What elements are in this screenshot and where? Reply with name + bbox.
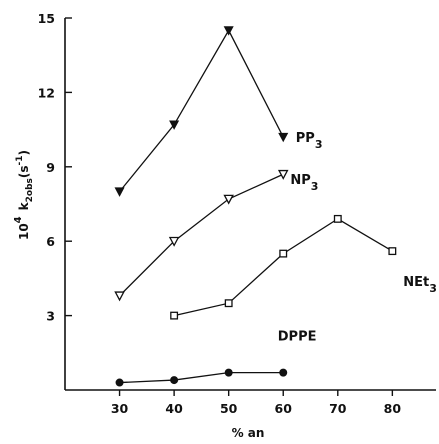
x-tick-label: 40 [165, 401, 183, 416]
series-label-subscript: 3 [429, 282, 437, 295]
y-axis-title-unit-exponent: -1 [15, 155, 25, 165]
data-point [279, 368, 288, 377]
series-label: PP3 [296, 131, 323, 151]
y-tick-label: 15 [38, 11, 55, 26]
y-axis-ticks: 3 6 9 12 15 [38, 11, 72, 324]
y-axis-title: 104 k2obs(s-1) [13, 150, 35, 240]
series-label: NEt3 [403, 275, 437, 295]
series-0 [114, 26, 289, 197]
series-label-name: PP [296, 131, 315, 146]
data-point [170, 376, 179, 385]
y-tick-label: 9 [46, 160, 55, 175]
data-point [224, 299, 233, 308]
series-3 [115, 368, 288, 387]
y-axis-title-prefix: 10 [17, 223, 31, 240]
data-point [333, 214, 342, 223]
plot-series [114, 26, 397, 387]
x-axis-ticks: 30 40 50 60 70 80 [111, 390, 401, 416]
series-line [119, 371, 284, 384]
axes [64, 18, 436, 391]
x-tick-label: 70 [329, 401, 347, 416]
data-point [169, 120, 180, 130]
y-axis-title-unit-open: (s [17, 165, 31, 178]
x-tick-label: 30 [111, 401, 129, 416]
y-tick-label: 3 [46, 309, 55, 324]
data-point [115, 378, 124, 387]
data-point [279, 249, 288, 258]
svg-text:104k2obs(s-1): 104 k2obs(s-1) [13, 150, 35, 240]
y-axis-title-symbol: k [17, 201, 31, 210]
y-axis-title-unit-close: ) [17, 150, 31, 155]
series-line [173, 218, 393, 317]
series-label: DPPE [278, 329, 317, 344]
series-label: NP3 [290, 173, 318, 193]
data-point [277, 169, 289, 180]
data-point [170, 311, 179, 320]
data-point [114, 187, 125, 197]
series-2 [170, 214, 397, 320]
x-axis-title: % an [232, 426, 265, 440]
data-point [223, 194, 234, 205]
series-line [119, 173, 284, 297]
series-label-name: NP [290, 173, 310, 188]
series-1 [114, 169, 289, 302]
y-tick-label: 6 [46, 234, 55, 249]
x-tick-label: 50 [220, 401, 238, 416]
series-label-name: NEt [403, 275, 429, 290]
x-tick-label: 60 [275, 401, 293, 416]
data-point [388, 247, 397, 256]
x-tick-label: 80 [384, 401, 402, 416]
series-line [119, 29, 284, 193]
y-axis-title-subscript: 2obs [25, 178, 35, 202]
data-point [278, 132, 289, 143]
data-point [223, 26, 234, 36]
y-tick-label: 12 [38, 85, 55, 100]
series-label-name: DPPE [278, 329, 317, 344]
y-axis-title-prefix-exponent: 4 [13, 216, 24, 223]
series-label-subscript: 3 [311, 180, 319, 193]
data-point [168, 236, 180, 247]
data-point [224, 368, 233, 377]
data-point [114, 291, 125, 302]
series-label-subscript: 3 [315, 138, 323, 151]
